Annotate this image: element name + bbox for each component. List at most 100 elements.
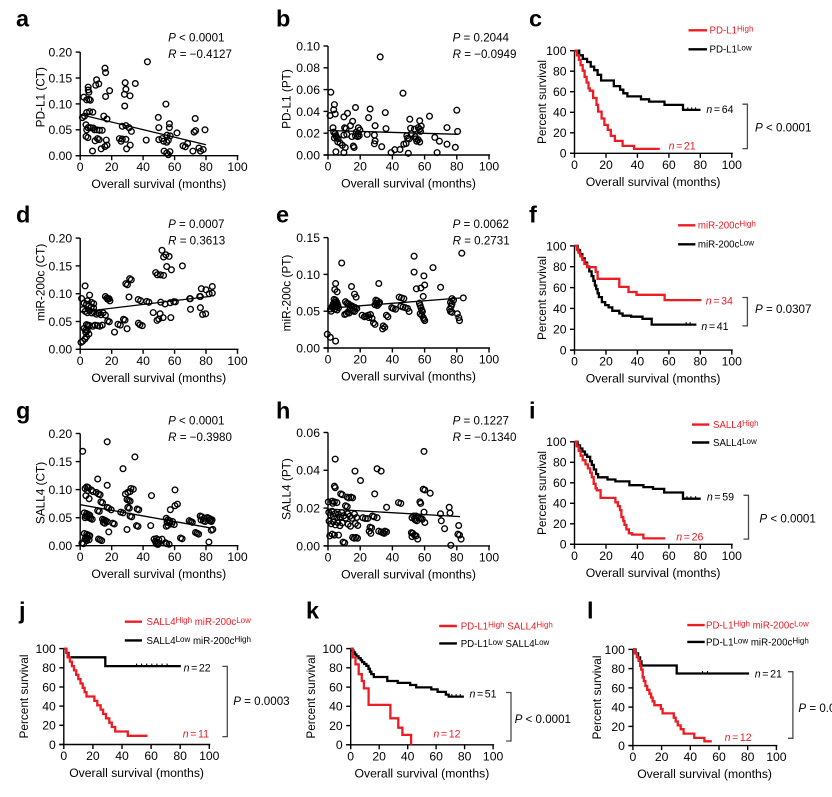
svg-text:R = −0.3980: R = −0.3980	[168, 431, 232, 444]
svg-text:20: 20	[353, 353, 367, 367]
svg-text:0.00: 0.00	[296, 341, 320, 355]
svg-text:0.02: 0.02	[296, 502, 320, 516]
svg-text:40: 40	[611, 701, 625, 715]
svg-text:h: h	[276, 398, 290, 424]
svg-text:20: 20	[599, 158, 613, 172]
svg-text:80: 80	[199, 550, 213, 564]
svg-text:Overall survival (months): Overall survival (months)	[355, 766, 490, 780]
svg-text:Overall survival (months): Overall survival (months)	[91, 371, 226, 385]
svg-text:100: 100	[483, 749, 504, 763]
svg-text:0.04: 0.04	[296, 464, 320, 478]
svg-text:SALL4High miR-200cLow: SALL4High miR-200cLow	[147, 616, 252, 628]
svg-text:20: 20	[599, 355, 613, 369]
svg-text:Overall survival (months): Overall survival (months)	[586, 175, 721, 189]
svg-text:miR-200c (CT): miR-200c (CT)	[34, 244, 48, 321]
svg-text:i: i	[529, 398, 536, 424]
svg-text:P = 0.2044: P = 0.2044	[453, 32, 510, 45]
svg-text:0: 0	[618, 739, 625, 753]
svg-text:100: 100	[722, 549, 743, 563]
svg-text:Overall survival (months): Overall survival (months)	[586, 566, 721, 580]
svg-text:n=11: n = 11	[183, 729, 209, 741]
svg-text:0: 0	[560, 538, 567, 552]
svg-text:100: 100	[546, 239, 567, 253]
svg-text:a: a	[16, 6, 30, 32]
svg-text:100: 100	[479, 550, 500, 564]
svg-text:Overall survival (months): Overall survival (months)	[341, 370, 476, 384]
svg-text:0.00: 0.00	[48, 149, 72, 163]
svg-text:60: 60	[418, 160, 432, 174]
svg-text:Overall survival (months): Overall survival (months)	[586, 372, 721, 386]
svg-text:SALL4 (CT): SALL4 (CT)	[34, 462, 48, 524]
svg-text:P = 0.0062: P = 0.0062	[453, 218, 509, 231]
svg-text:n=51: n = 51	[470, 689, 497, 701]
svg-text:20: 20	[553, 126, 567, 140]
svg-text:40: 40	[553, 302, 567, 316]
svg-text:P < 0.0001: P < 0.0001	[515, 713, 571, 726]
svg-text:80: 80	[450, 353, 464, 367]
svg-text:100: 100	[35, 642, 56, 656]
svg-text:PD-L1Low: PD-L1Low	[710, 44, 752, 56]
svg-text:80: 80	[173, 749, 187, 763]
svg-text:60: 60	[553, 281, 567, 295]
svg-text:40: 40	[386, 353, 400, 367]
svg-text:Percent survival: Percent survival	[304, 655, 318, 739]
svg-text:100: 100	[227, 160, 248, 174]
svg-text:20: 20	[553, 517, 567, 531]
svg-text:40: 40	[136, 354, 150, 368]
svg-text:SALL4Low: SALL4Low	[713, 437, 757, 449]
svg-text:d: d	[16, 202, 30, 228]
svg-text:20: 20	[353, 550, 367, 564]
svg-text:miR-200cHigh: miR-200cHigh	[698, 220, 756, 232]
svg-text:60: 60	[329, 681, 343, 695]
svg-text:40: 40	[401, 749, 415, 763]
svg-text:20: 20	[553, 323, 567, 337]
svg-text:n=22: n = 22	[184, 662, 211, 674]
svg-text:l: l	[587, 598, 594, 624]
svg-text:Overall survival (months): Overall survival (months)	[91, 177, 226, 191]
svg-text:g: g	[16, 398, 30, 424]
svg-text:n=41: n = 41	[701, 321, 728, 333]
svg-text:100: 100	[322, 642, 343, 656]
svg-text:80: 80	[694, 158, 708, 172]
svg-text:miR-200c (PT): miR-200c (PT)	[280, 255, 294, 332]
svg-text:40: 40	[553, 497, 567, 511]
svg-text:SALL4Low miR-200cHigh: SALL4Low miR-200cHigh	[147, 635, 251, 647]
svg-text:100: 100	[199, 749, 220, 763]
svg-text:20: 20	[611, 720, 625, 734]
svg-text:60: 60	[418, 353, 432, 367]
svg-text:40: 40	[136, 160, 150, 174]
svg-text:40: 40	[115, 749, 129, 763]
svg-text:PD-L1 (PT): PD-L1 (PT)	[280, 69, 294, 129]
svg-text:Percent survival: Percent survival	[590, 656, 604, 740]
svg-text:80: 80	[199, 354, 213, 368]
svg-text:Percent survival: Percent survival	[17, 655, 31, 739]
svg-text:R = −0.4127: R = −0.4127	[168, 48, 232, 61]
svg-text:60: 60	[418, 550, 432, 564]
svg-text:SALL4 (PT): SALL4 (PT)	[280, 458, 294, 520]
svg-text:40: 40	[631, 549, 645, 563]
svg-text:PD-L1High miR-200cLow: PD-L1High miR-200cLow	[706, 619, 809, 631]
svg-text:0.05: 0.05	[48, 123, 72, 137]
svg-text:0.00: 0.00	[296, 539, 320, 553]
svg-text:100: 100	[479, 160, 500, 174]
svg-text:0: 0	[77, 354, 84, 368]
svg-text:n=26: n = 26	[676, 532, 703, 544]
svg-text:n=59: n = 59	[707, 491, 734, 503]
svg-text:0.00: 0.00	[296, 148, 320, 162]
svg-text:40: 40	[329, 700, 343, 714]
svg-text:0.06: 0.06	[296, 426, 320, 440]
svg-text:Overall survival (months): Overall survival (months)	[637, 767, 772, 781]
svg-text:40: 40	[386, 550, 400, 564]
svg-text:60: 60	[168, 354, 182, 368]
svg-text:n=34: n = 34	[706, 295, 733, 307]
svg-text:100: 100	[227, 354, 248, 368]
svg-text:P = 0.0307: P = 0.0307	[755, 303, 811, 316]
svg-text:P < 0.0001: P < 0.0001	[168, 415, 224, 428]
svg-text:P = 0.0001: P = 0.0001	[798, 702, 832, 715]
svg-text:R = 0.3613: R = 0.3613	[168, 234, 225, 247]
svg-text:0: 0	[571, 158, 578, 172]
svg-text:0.20: 0.20	[48, 427, 72, 441]
svg-text:100: 100	[605, 643, 626, 657]
svg-text:60: 60	[712, 750, 726, 764]
svg-text:0.10: 0.10	[48, 287, 72, 301]
